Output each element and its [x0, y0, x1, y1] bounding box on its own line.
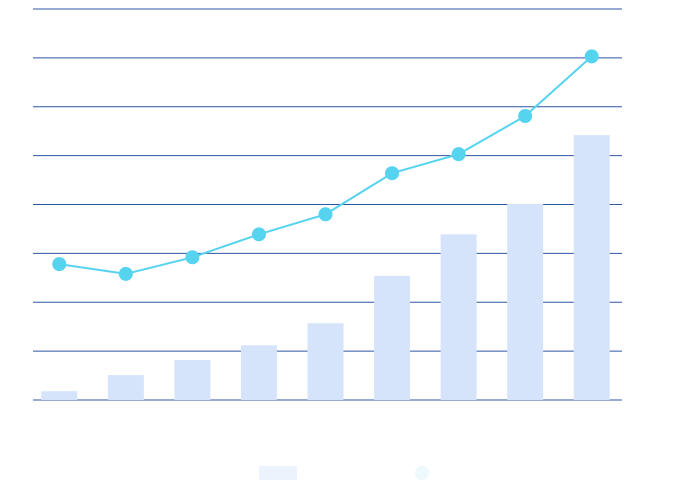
bar — [573, 135, 610, 400]
legend-swatch — [259, 466, 297, 480]
line-marker — [518, 109, 533, 124]
line-marker — [318, 207, 333, 222]
bar — [374, 275, 411, 400]
bar — [440, 234, 477, 400]
bar — [240, 345, 277, 400]
legend-swatch — [415, 466, 429, 480]
bar — [107, 375, 144, 400]
line-marker — [584, 49, 599, 64]
line-marker — [52, 257, 67, 272]
bar — [507, 204, 544, 400]
bar — [174, 359, 211, 400]
legend — [259, 466, 429, 480]
line-marker — [185, 250, 200, 265]
line-marker — [451, 147, 466, 162]
line-marker — [118, 266, 133, 281]
line-marker — [251, 227, 266, 242]
bar — [41, 391, 78, 400]
bar — [307, 323, 344, 400]
line-marker — [385, 166, 400, 181]
